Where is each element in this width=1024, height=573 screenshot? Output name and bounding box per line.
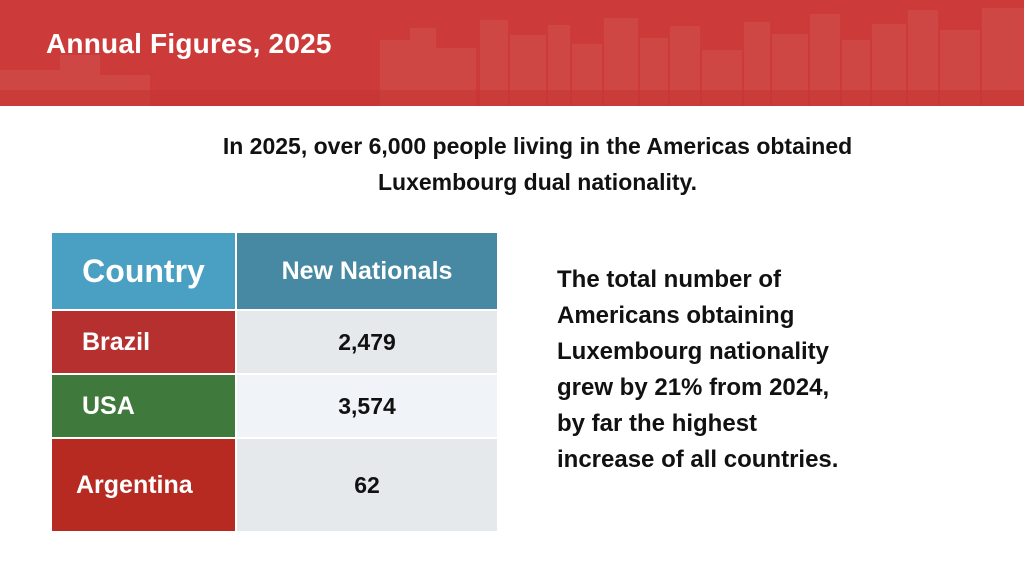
country-cell-usa: USA	[50, 373, 237, 439]
growth-note: The total number of Americans obtaining …	[557, 262, 917, 478]
table-row: Argentina 62	[50, 437, 499, 533]
header-banner: Annual Figures, 2025	[0, 0, 1024, 106]
country-cell-brazil: Brazil	[50, 309, 237, 375]
table-row: USA 3,574	[50, 373, 499, 439]
page-title: Annual Figures, 2025	[46, 28, 332, 59]
growth-note-line: Americans obtaining	[557, 302, 795, 329]
table-row: Brazil 2,479	[50, 309, 499, 375]
value-cell-argentina: 62	[235, 437, 499, 533]
value-cell-usa: 3,574	[235, 373, 499, 439]
city-skyline-background	[0, 8, 1024, 106]
growth-note-line: increase of all countries.	[557, 446, 839, 473]
intro-line-2: Luxembourg dual nationality.	[377, 169, 698, 195]
growth-note-line: Luxembourg nationality	[557, 338, 830, 365]
country-cell-argentina: Argentina	[50, 437, 237, 533]
intro-line-1: In 2025, over 6,000 people living in the…	[222, 133, 853, 159]
growth-note-line: by far the highest	[557, 410, 758, 437]
column-header-country: Country	[50, 231, 237, 311]
table-header-row: Country New Nationals	[50, 231, 499, 311]
value-cell-brazil: 2,479	[235, 309, 499, 375]
intro-statement: In 2025, over 6,000 people living in the…	[130, 128, 945, 200]
growth-note-line: grew by 21% from 2024,	[557, 374, 830, 401]
column-header-new-nationals: New Nationals	[235, 231, 499, 311]
growth-note-line: The total number of	[557, 266, 781, 293]
new-nationals-table: Country New Nationals Brazil 2,479 USA 3…	[50, 231, 499, 533]
